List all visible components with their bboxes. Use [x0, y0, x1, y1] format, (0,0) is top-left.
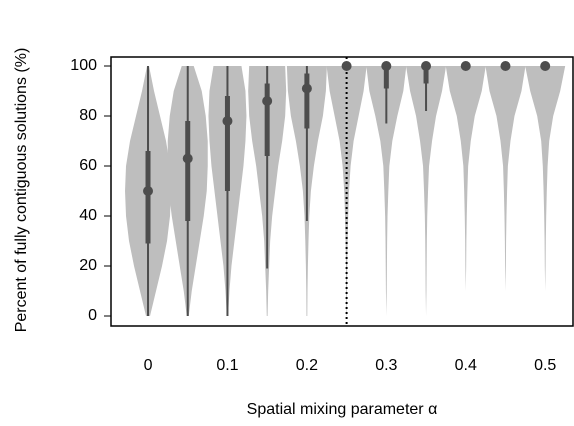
median-point [301, 83, 312, 94]
x-tick-label: 0.1 [216, 357, 238, 374]
violin [366, 66, 407, 316]
median-point [381, 61, 392, 71]
violin [445, 66, 486, 316]
median-point [421, 61, 432, 71]
x-tick-label: 0.5 [534, 357, 556, 374]
violin [326, 66, 367, 316]
y-tick-label: 100 [70, 57, 97, 74]
x-tick-label: 0 [144, 357, 153, 374]
x-tick-label: 0.4 [455, 357, 477, 374]
y-tick-label: 0 [88, 307, 97, 324]
median-point [341, 61, 352, 71]
x-axis-title: Spatial mixing parameter α [247, 401, 438, 418]
median-point [460, 61, 471, 71]
median-point [540, 61, 551, 71]
violin [525, 66, 566, 316]
x-tick-label: 0.3 [375, 357, 397, 374]
y-tick-label: 60 [79, 157, 97, 174]
median-point [222, 116, 233, 126]
median-point [182, 153, 193, 164]
median-point [262, 96, 273, 106]
median-point [143, 186, 154, 196]
y-axis-title: Percent of fully contiguous solutions (%… [13, 48, 30, 333]
violin [406, 66, 447, 316]
x-tick-label: 0.2 [296, 357, 318, 374]
y-tick-label: 80 [79, 107, 97, 124]
y-tick-label: 20 [79, 257, 97, 274]
median-point [500, 61, 511, 71]
y-tick-label: 40 [79, 207, 97, 224]
violin [485, 66, 526, 316]
plot-frame [110, 56, 574, 327]
